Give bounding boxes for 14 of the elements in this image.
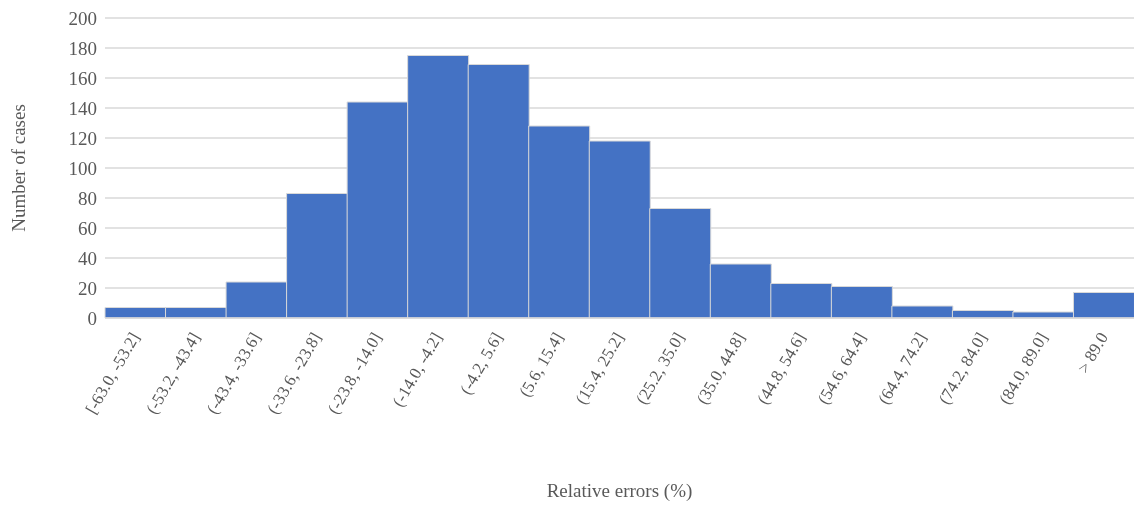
y-tick-label: 200 (68, 7, 97, 29)
y-tick-label: 20 (78, 277, 97, 299)
y-tick-label: 120 (68, 127, 97, 149)
y-axis-title: Number of cases (7, 104, 29, 232)
y-tick-label: 60 (78, 217, 97, 239)
y-tick-label: 0 (87, 307, 97, 329)
y-tick-label: 40 (78, 247, 97, 269)
y-tick-label: 100 (68, 157, 97, 179)
y-tick-label: 80 (78, 187, 97, 209)
x-axis-title: Relative errors (%) (545, 480, 694, 502)
y-tick-label: 160 (68, 67, 97, 89)
y-tick-label: 140 (68, 97, 97, 119)
y-tick-label: 180 (68, 37, 97, 59)
x-tick-label: > 89.0 (1073, 329, 1112, 377)
